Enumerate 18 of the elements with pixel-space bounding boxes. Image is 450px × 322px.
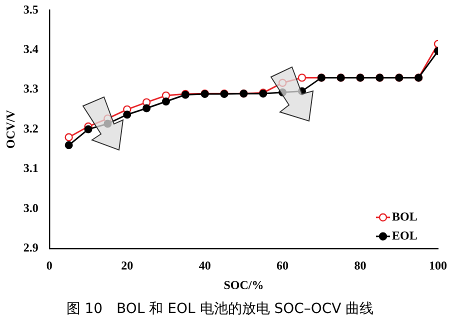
x-tick-label: 100 xyxy=(429,258,447,273)
x-tick-label: 80 xyxy=(354,258,366,273)
y-axis-title: OCV/V xyxy=(3,110,18,149)
legend-label: BOL xyxy=(392,209,418,224)
x-tick-label: 60 xyxy=(276,258,289,273)
y-tick-label: 3.4 xyxy=(23,42,38,56)
y-tick-label: 3.2 xyxy=(23,121,38,136)
y-tick-label: 3.5 xyxy=(23,2,38,16)
x-axis-title: SOC/% xyxy=(224,278,264,292)
text: 图 10 BOL 和 EOL 电池的放电 SOC–OCV 曲线 xyxy=(66,301,374,318)
x-tick-label: 0 xyxy=(46,258,52,273)
y-tick-label: 3.0 xyxy=(23,200,38,215)
x-tick-label: 40 xyxy=(198,258,211,273)
x-tick-label: 20 xyxy=(121,258,134,273)
y-tick-label: 2.9 xyxy=(23,240,38,254)
y-tick-label: 3.1 xyxy=(23,161,38,176)
y-tick-label: 3.3 xyxy=(23,82,38,96)
legend-label: EOL xyxy=(392,228,418,242)
